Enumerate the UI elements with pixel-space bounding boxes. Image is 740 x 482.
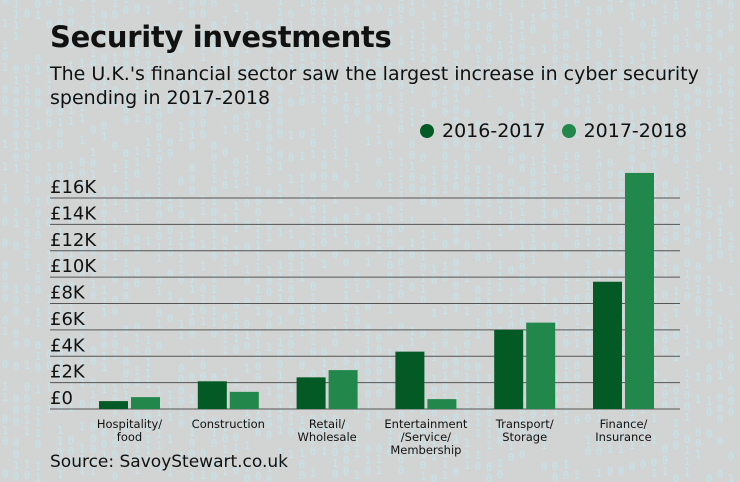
x-tick-label: Construction — [192, 417, 265, 431]
bar-2016-2017 — [494, 329, 524, 409]
chart-title: Security investments — [50, 20, 392, 54]
x-tick-label: food — [117, 430, 142, 444]
legend-swatch-2016-2017 — [420, 124, 434, 138]
bar-2016-2017 — [197, 381, 227, 409]
legend-item-2016-2017: 2016-2017 — [420, 120, 546, 142]
y-tick-label: £16K — [50, 177, 97, 198]
y-tick-label: £8K — [50, 283, 86, 304]
x-tick-label: Wholesale — [297, 430, 356, 444]
bar-2017-2018 — [427, 399, 457, 409]
legend-item-2017-2018: 2017-2018 — [561, 120, 688, 142]
x-tick-label: Hospitality/ — [97, 417, 162, 431]
legend-label: 2016-2017 — [442, 120, 546, 142]
chart-subtitle: The U.K.'s financial sector saw the larg… — [50, 63, 699, 109]
legend-swatch-2017-2018 — [561, 124, 576, 138]
y-tick-label: £0 — [50, 388, 73, 409]
legend-label: 2017-2018 — [583, 120, 688, 142]
x-tick-label: Storage — [502, 430, 547, 444]
bar-2016-2017 — [593, 281, 622, 409]
source-note: Source: SavoyStewart.co.uk — [50, 452, 289, 472]
bar-2017-2018 — [229, 391, 259, 409]
legend: 2016-2017 2017-2018 — [420, 120, 687, 142]
bar-2016-2017 — [395, 351, 425, 409]
bar-2017-2018 — [131, 397, 160, 409]
x-tick-label: Insurance — [595, 430, 651, 444]
bar-2017-2018 — [625, 172, 654, 409]
y-tick-label: £6K — [50, 309, 86, 330]
x-tick-label: Transport/ — [495, 417, 554, 431]
x-tick-label: Entertainment — [384, 417, 467, 431]
y-tick-label: £2K — [50, 362, 86, 383]
bar-2016-2017 — [99, 401, 128, 409]
y-tick-label: £12K — [50, 230, 97, 251]
x-tick-label: Membership — [390, 443, 461, 457]
y-tick-label: £4K — [50, 335, 86, 356]
y-tick-label: £10K — [50, 256, 97, 277]
bar-2016-2017 — [296, 377, 326, 409]
x-tick-label: Retail/ — [309, 417, 345, 431]
y-tick-label: £14K — [50, 203, 97, 224]
x-tick-label: Finance/ — [600, 417, 648, 431]
bar-2017-2018 — [526, 322, 556, 409]
bar-2017-2018 — [328, 370, 358, 409]
x-tick-label: /Service/ — [401, 430, 451, 444]
